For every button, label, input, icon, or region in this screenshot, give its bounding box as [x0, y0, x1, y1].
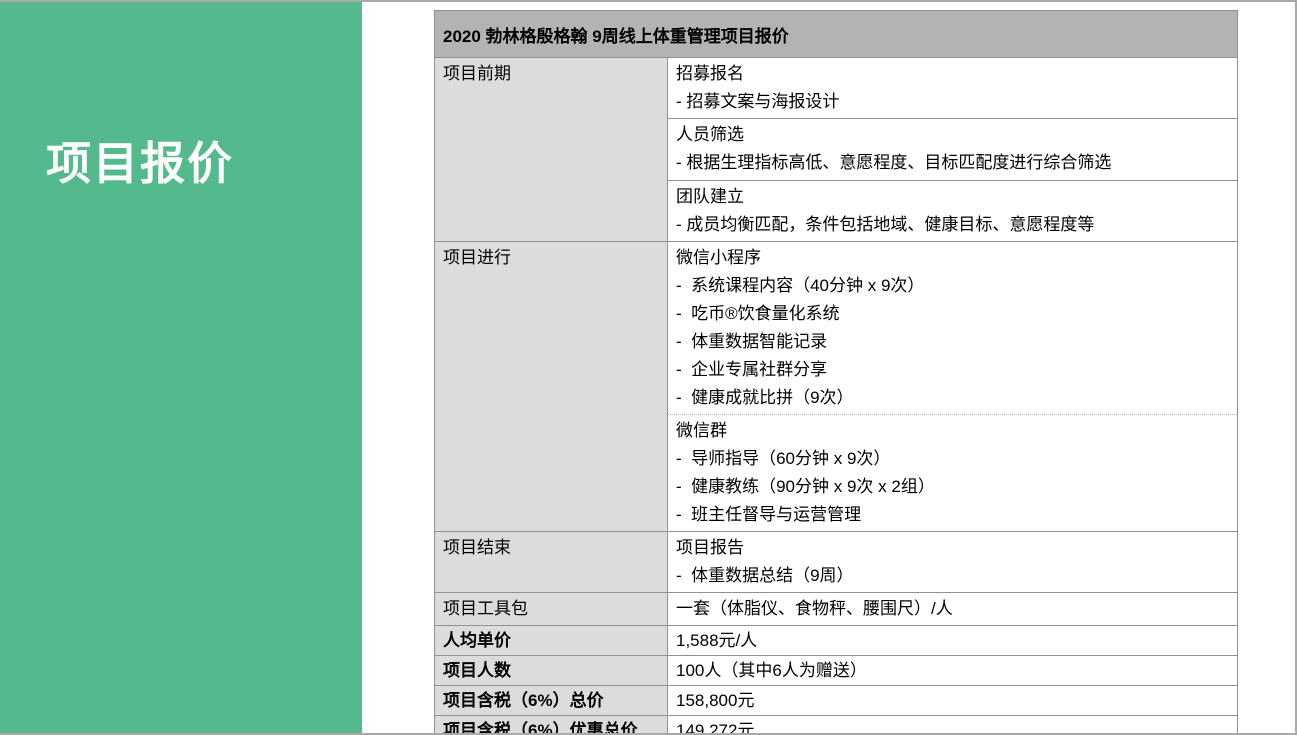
price-value-discount-total: 149,272元 — [667, 715, 1238, 733]
table-row: 项目进行 微信小程序 - 系统课程内容（40分钟 x 9次） - 吃币®饮食量化… — [434, 241, 1238, 532]
table-row: 微信群 - 导师指导（60分钟 x 9次） - 健康教练（90分钟 x 9次 x… — [435, 414, 1238, 532]
sidebar-title: 项目报价 — [46, 138, 235, 189]
detail-recruitment: 招募报名 - 招募文案与海报设计 — [667, 57, 1238, 119]
detail-report: 项目报告 - 体重数据总结（9周） — [667, 531, 1238, 593]
detail-toolkit: 一套（体脂仪、食物秤、腰围尺）/人 — [667, 592, 1238, 626]
price-label-headcount: 项目人数 — [434, 655, 668, 686]
stage-label-early: 项目前期 — [434, 57, 668, 242]
price-label-discount-total: 项目含税（6%）优惠总价 — [434, 715, 668, 733]
price-label-unit: 人均单价 — [434, 625, 668, 656]
stage-label-toolkit: 项目工具包 — [434, 592, 668, 626]
price-label-total: 项目含税（6%）总价 — [434, 685, 668, 716]
price-row: 项目含税（6%）优惠总价 149,272元 — [434, 715, 1238, 733]
table-row: 人员筛选 - 根据生理指标高低、意愿程度、目标匹配度进行综合筛选 — [435, 118, 1238, 181]
detail-wechat-group: 微信群 - 导师指导（60分钟 x 9次） - 健康教练（90分钟 x 9次 x… — [667, 414, 1238, 532]
quotation-table: 2020 勃林格殷格翰 9周线上体重管理项目报价 项目前期 招募报名 - 招募文… — [434, 10, 1238, 733]
stage-label-end: 项目结束 — [434, 531, 668, 593]
price-value-headcount: 100人（其中6人为赠送） — [667, 655, 1238, 686]
table-title: 2020 勃林格殷格翰 9周线上体重管理项目报价 — [434, 10, 1238, 58]
table-row: 团队建立 - 成员均衡匹配，条件包括地域、健康目标、意愿程度等 — [435, 180, 1238, 242]
price-value-total: 158,800元 — [667, 685, 1238, 716]
table-title-row: 2020 勃林格殷格翰 9周线上体重管理项目报价 — [434, 10, 1238, 58]
table-row: 项目前期 招募报名 - 招募文案与海报设计 — [434, 57, 1238, 242]
stage-label-ongoing: 项目进行 — [434, 241, 668, 532]
table-row: 项目结束 项目报告 - 体重数据总结（9周） — [434, 531, 1238, 593]
price-row: 人均单价 1,588元/人 — [434, 625, 1238, 656]
price-row: 项目人数 100人（其中6人为赠送） — [434, 655, 1238, 686]
detail-screening: 人员筛选 - 根据生理指标高低、意愿程度、目标匹配度进行综合筛选 — [667, 118, 1238, 181]
table-row: 项目工具包 一套（体脂仪、食物秤、腰围尺）/人 — [434, 592, 1238, 626]
detail-miniprogram: 微信小程序 - 系统课程内容（40分钟 x 9次） - 吃币®饮食量化系统 - … — [667, 241, 1238, 415]
detail-team-building: 团队建立 - 成员均衡匹配，条件包括地域、健康目标、意愿程度等 — [667, 180, 1238, 242]
sidebar-panel: 项目报价 — [0, 2, 362, 733]
price-value-unit: 1,588元/人 — [667, 625, 1238, 656]
price-row: 项目含税（6%）总价 158,800元 — [434, 685, 1238, 716]
